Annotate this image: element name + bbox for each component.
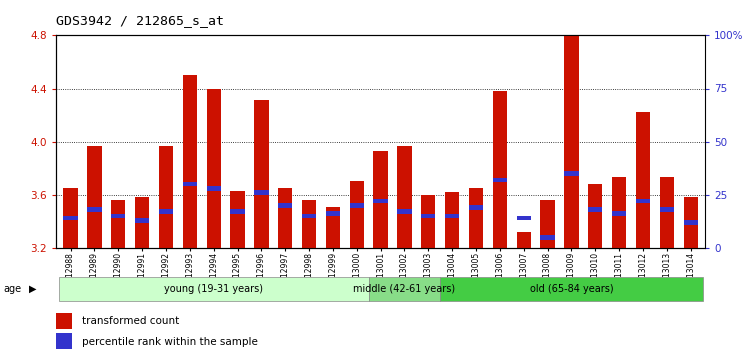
Bar bbox=[56, 313, 72, 329]
FancyBboxPatch shape bbox=[58, 278, 369, 301]
Bar bbox=[374, 151, 388, 248]
Bar bbox=[398, 209, 412, 214]
Text: percentile rank within the sample: percentile rank within the sample bbox=[82, 337, 257, 347]
Bar bbox=[87, 145, 101, 248]
Bar bbox=[350, 203, 364, 208]
Bar bbox=[564, 35, 578, 248]
Bar bbox=[302, 213, 316, 218]
Bar bbox=[683, 220, 698, 225]
Bar bbox=[64, 216, 78, 221]
Bar bbox=[683, 198, 698, 248]
Bar bbox=[588, 184, 602, 248]
Bar bbox=[445, 192, 459, 248]
Bar bbox=[517, 232, 531, 248]
Bar bbox=[588, 207, 602, 212]
Text: age: age bbox=[4, 284, 22, 293]
Bar bbox=[350, 182, 364, 248]
FancyBboxPatch shape bbox=[440, 278, 703, 301]
Bar bbox=[445, 213, 459, 218]
Bar bbox=[159, 145, 173, 248]
Bar bbox=[111, 200, 125, 248]
Bar bbox=[612, 177, 626, 248]
Bar bbox=[374, 199, 388, 204]
Bar bbox=[56, 333, 72, 349]
Bar bbox=[541, 200, 555, 248]
Bar bbox=[660, 207, 674, 212]
Bar bbox=[135, 198, 149, 248]
Bar bbox=[230, 191, 244, 248]
Text: young (19-31 years): young (19-31 years) bbox=[164, 284, 263, 295]
Bar bbox=[135, 218, 149, 223]
Bar bbox=[422, 213, 436, 218]
Bar bbox=[612, 211, 626, 216]
Bar bbox=[254, 190, 268, 195]
Text: old (65-84 years): old (65-84 years) bbox=[530, 284, 614, 295]
Bar bbox=[183, 182, 197, 187]
Bar bbox=[278, 188, 292, 248]
Bar bbox=[111, 213, 125, 218]
Bar bbox=[636, 199, 650, 204]
Bar bbox=[660, 177, 674, 248]
Text: GDS3942 / 212865_s_at: GDS3942 / 212865_s_at bbox=[56, 14, 224, 27]
Text: middle (42-61 years): middle (42-61 years) bbox=[353, 284, 455, 295]
Bar bbox=[159, 209, 173, 214]
Bar bbox=[254, 101, 268, 248]
FancyBboxPatch shape bbox=[369, 278, 440, 301]
Text: ▶: ▶ bbox=[28, 284, 36, 293]
Bar bbox=[183, 75, 197, 248]
Bar bbox=[493, 91, 507, 248]
Bar bbox=[206, 186, 220, 191]
Bar bbox=[541, 235, 555, 240]
Bar bbox=[493, 177, 507, 182]
Bar bbox=[398, 145, 412, 248]
Bar bbox=[564, 171, 578, 176]
Bar bbox=[278, 203, 292, 208]
Bar bbox=[87, 207, 101, 212]
Bar bbox=[469, 205, 483, 210]
Bar bbox=[64, 188, 78, 248]
Bar bbox=[326, 207, 340, 248]
Bar bbox=[469, 188, 483, 248]
Bar bbox=[206, 88, 220, 248]
Bar bbox=[422, 195, 436, 248]
Bar bbox=[636, 113, 650, 248]
Bar bbox=[302, 200, 316, 248]
Bar bbox=[517, 216, 531, 221]
Text: transformed count: transformed count bbox=[82, 316, 178, 326]
Bar bbox=[230, 209, 244, 214]
Bar bbox=[326, 211, 340, 216]
